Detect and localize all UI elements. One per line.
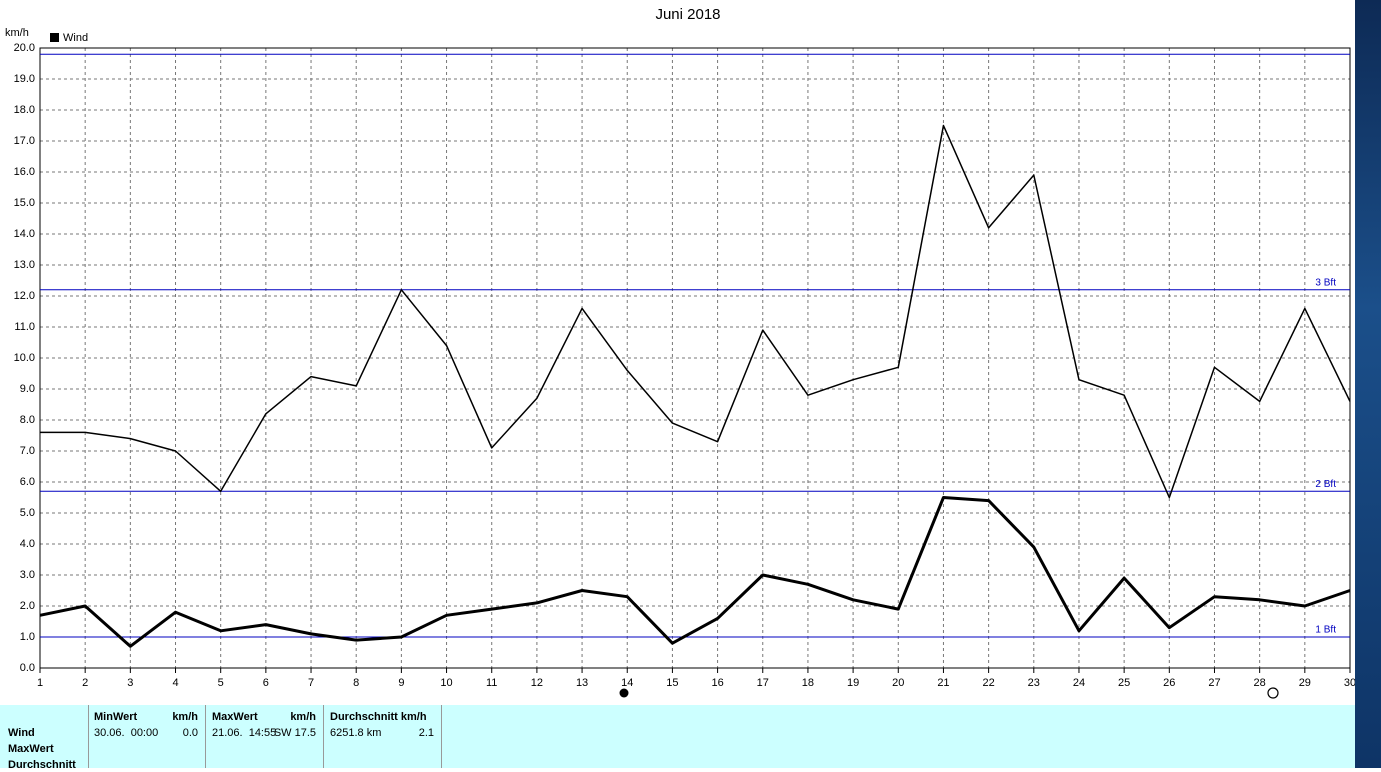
- y-tick-label: 12.0: [14, 290, 35, 302]
- x-tick-label: 26: [1163, 677, 1175, 689]
- table-cell: 21.06. 14:55: [212, 727, 277, 739]
- x-tick-label: 9: [398, 677, 404, 689]
- x-tick-label: 1: [37, 677, 43, 689]
- y-tick-label: 6.0: [20, 476, 35, 488]
- y-tick-label: 10.0: [14, 352, 35, 364]
- x-tick-label: 17: [757, 677, 769, 689]
- stats-panel: MinWert km/h MaxWert km/h Durchschnitt km/h W…: [0, 705, 1355, 771]
- y-tick-label: 7.0: [20, 445, 35, 457]
- x-tick-label: 25: [1118, 677, 1130, 689]
- y-tick-label: 4.0: [20, 538, 35, 550]
- x-tick-label: 28: [1254, 677, 1266, 689]
- series-line: [39, 496, 1351, 648]
- y-tick-label: 1.0: [20, 631, 35, 643]
- reference-label: 2 Bft: [1315, 479, 1336, 490]
- x-tick-label: 10: [440, 677, 452, 689]
- x-tick-label: 29: [1299, 677, 1311, 689]
- y-tick-label: 18.0: [14, 104, 35, 116]
- chart-title: Juni 2018: [655, 6, 720, 23]
- table-cell: 2.1: [418, 727, 434, 739]
- y-tick-label: 5.0: [20, 507, 35, 519]
- table-cell: 30.06. 00:00: [94, 727, 159, 739]
- row-label: Wind: [8, 727, 35, 739]
- y-tick-label: 15.0: [14, 197, 35, 209]
- x-tick-label: 20: [892, 677, 904, 689]
- x-tick-label: 23: [1028, 677, 1040, 689]
- plot-frame: [39, 47, 1351, 669]
- x-tick-label: 8: [353, 677, 359, 689]
- separator: [441, 705, 442, 768]
- x-tick-label: 18: [802, 677, 814, 689]
- x-tick-label: 2: [82, 677, 88, 689]
- x-tick-label: 24: [1073, 677, 1085, 689]
- moon-new: [619, 688, 629, 698]
- column-header: MaxWert: [212, 711, 258, 723]
- x-tick-label: 15: [666, 677, 678, 689]
- x-tick-label: 16: [711, 677, 723, 689]
- table-cell: 6251.8 km: [330, 727, 382, 739]
- chart: Juni 2018 km/h 0.0 1.0 2.0 3.0 4.0 5.0 6.0 7.0 8…: [0, 0, 1355, 705]
- y-tick-label: 20.0: [14, 42, 35, 54]
- y-tick-label: 2.0: [20, 600, 35, 612]
- column-header: km/h: [172, 711, 198, 723]
- legend-swatch: [50, 33, 59, 42]
- y-tick-label: 11.0: [14, 321, 35, 333]
- x-tick-label: 19: [847, 677, 859, 689]
- reference-label: 3 Bft: [1315, 277, 1336, 288]
- x-tick-label: 7: [308, 677, 314, 689]
- separator: [205, 705, 206, 768]
- x-tick-label: 22: [982, 677, 994, 689]
- x-tick-label: 27: [1208, 677, 1220, 689]
- y-tick-label: 17.0: [14, 135, 35, 147]
- x-tick-label: 12: [531, 677, 543, 689]
- x-tick-label: 30: [1344, 677, 1355, 689]
- y-tick-label: 3.0: [20, 569, 35, 581]
- y-tick-label: 19.0: [14, 73, 35, 85]
- y-tick-label: 16.0: [14, 166, 35, 178]
- y-tick-label: 9.0: [20, 383, 35, 395]
- x-tick-label: 5: [218, 677, 224, 689]
- reference-label: 1 Bft: [1315, 625, 1336, 636]
- table-cell: 0.0: [182, 727, 198, 739]
- series-line: [40, 124, 1351, 499]
- x-tick-label: 11: [486, 677, 497, 689]
- y-tick-label: 8.0: [20, 414, 35, 426]
- chart-bg: [0, 0, 1355, 705]
- x-tick-label: 14: [621, 677, 633, 689]
- column-header: Durchschnitt km/h: [330, 711, 427, 723]
- x-tick-label: 4: [172, 677, 178, 689]
- x-tick-label: 6: [263, 677, 269, 689]
- column-header: MinWert: [94, 711, 138, 723]
- legend-label: Wind: [63, 32, 88, 44]
- separator: [88, 705, 89, 768]
- table-cell: SW 17.5: [273, 727, 316, 739]
- row-label: Durchschnitt: [8, 759, 76, 771]
- x-tick-label: 3: [127, 677, 133, 689]
- row-label: MaxWert: [8, 743, 54, 755]
- column-header: km/h: [290, 711, 316, 723]
- separator: [323, 705, 324, 768]
- y-tick-label: 13.0: [14, 259, 35, 271]
- x-tick-label: 13: [576, 677, 588, 689]
- moon-full: [1267, 687, 1279, 699]
- y-tick-label: 0.0: [20, 662, 35, 674]
- y-tick-label: 14.0: [14, 228, 35, 240]
- y-axis-label: km/h: [5, 27, 29, 39]
- x-tick-label: 21: [937, 677, 949, 689]
- desktop-edge: [1355, 0, 1381, 768]
